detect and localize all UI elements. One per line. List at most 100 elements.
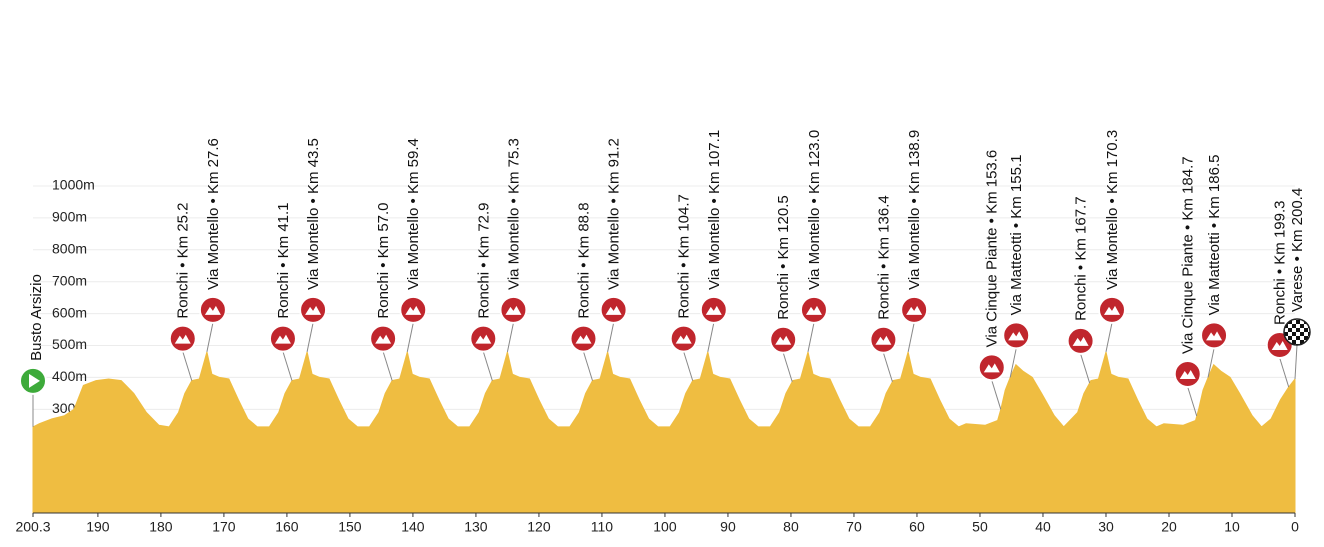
climb-icon-circle: [699, 295, 728, 324]
x-tick-label: 170: [212, 519, 236, 535]
climb-label: Via Montello • Km 59.4: [405, 138, 422, 290]
climb-icon-mountain: [204, 305, 221, 315]
climb-icon-mountain: [605, 305, 622, 315]
y-tick-label: 700m: [52, 272, 87, 288]
climb-icon: [699, 295, 728, 324]
leader-line: [382, 351, 393, 381]
climb-icon-circle: [168, 324, 197, 353]
leader-line: [306, 322, 314, 352]
x-tick-label: 90: [720, 519, 736, 535]
leader-line: [607, 322, 615, 352]
climb-icon-circle: [469, 324, 498, 353]
climb-icon-mountain: [775, 335, 792, 345]
climb-icon-circle: [1066, 326, 1095, 355]
climb-icon: [1173, 360, 1202, 389]
leader-line: [882, 352, 893, 382]
x-tick-label: 40: [1035, 519, 1051, 535]
climb-icon: [299, 295, 328, 324]
x-tick-label: 10: [1224, 519, 1240, 535]
climb-icon-mountain: [305, 305, 322, 315]
climb-icon: [799, 295, 828, 324]
climb-icon-mountain: [274, 334, 291, 344]
climb-icon-mountain: [875, 335, 892, 345]
x-tick-label: 190: [86, 519, 110, 535]
leader-line: [707, 322, 715, 352]
climb-icon-circle: [499, 295, 528, 324]
leader-line: [482, 351, 493, 381]
x-tick-label: 120: [527, 519, 551, 535]
x-tick-label: 140: [401, 519, 425, 535]
x-tick-label: 180: [149, 519, 173, 535]
x-tick-label: 30: [1098, 519, 1114, 535]
y-tick-label: 400m: [52, 368, 87, 384]
climb-icon: [369, 324, 398, 353]
climb-icon-mountain: [505, 305, 522, 315]
climb-label: Via Montello • Km 43.5: [305, 138, 322, 290]
climb-icon: [1200, 321, 1229, 350]
y-tick-label: 1000m: [52, 177, 95, 193]
climb-icon: [268, 324, 297, 353]
climb-label: Ronchi • Km 25.2: [175, 202, 192, 318]
leader-line: [1105, 322, 1113, 352]
climb-label: Via Montello • Km 170.3: [1104, 130, 1121, 290]
finish-label: Varese • Km 200.4: [1289, 188, 1306, 312]
climb-icon: [599, 295, 628, 324]
climb-icon: [900, 295, 929, 324]
leader-line: [807, 322, 815, 352]
climb-icon-mountain: [1103, 305, 1120, 315]
climb-icon-circle: [900, 295, 929, 324]
y-tick-label: 900m: [52, 209, 87, 225]
x-tick-label: 80: [783, 519, 799, 535]
climb-icon-circle: [1200, 321, 1229, 350]
climb-label: Via Montello • Km 107.1: [706, 130, 723, 290]
climb-label: Ronchi • Km 199.3: [1272, 201, 1289, 325]
climb-icon-circle: [198, 295, 227, 324]
climb-icon-circle: [399, 295, 428, 324]
leader-line: [1187, 386, 1198, 417]
x-tick-label: 130: [464, 519, 488, 535]
x-tick-label: 60: [909, 519, 925, 535]
x-tick-label: 200.3: [15, 519, 50, 535]
x-tick-label: 160: [275, 519, 299, 535]
climb-icon: [869, 325, 898, 354]
climb-icon-circle: [669, 324, 698, 353]
climb-icon-mountain: [1008, 331, 1025, 341]
finish-icon: [1283, 318, 1311, 346]
climb-label: Via Montello • Km 75.3: [505, 138, 522, 290]
climb-label: Via Matteotti • Km 186.5: [1206, 155, 1223, 316]
climb-icon-mountain: [575, 334, 592, 344]
climb-icon: [399, 295, 428, 324]
climb-icon-mountain: [705, 305, 722, 315]
climb-label: Ronchi • Km 104.7: [676, 194, 693, 318]
climb-icon: [669, 324, 698, 353]
climb-icon: [499, 295, 528, 324]
leader-line: [782, 352, 793, 382]
climb-icon-circle: [1097, 295, 1126, 324]
climb-label: Via Matteotti • Km 155.1: [1008, 155, 1025, 316]
leader-line: [282, 351, 293, 381]
leader-line: [1294, 344, 1298, 380]
climb-icon-circle: [977, 353, 1006, 382]
climb-icon-mountain: [174, 334, 191, 344]
climb-label: Ronchi • Km 57.0: [375, 202, 392, 318]
y-tick-label: 500m: [52, 336, 87, 352]
climb-label: Via Montello • Km 91.2: [606, 138, 623, 290]
climb-label: Ronchi • Km 41.1: [275, 202, 292, 318]
climb-label: Via Cinque Piante • Km 184.7: [1180, 156, 1197, 354]
climb-icon: [469, 324, 498, 353]
climb-icon-mountain: [475, 334, 492, 344]
climb-icon-mountain: [375, 334, 392, 344]
climb-icon-circle: [769, 325, 798, 354]
leader-line: [991, 380, 1002, 410]
climb-label: Via Cinque Piante • Km 153.6: [984, 150, 1001, 348]
leader-line: [1009, 348, 1017, 378]
climb-icon-circle: [799, 295, 828, 324]
start-icon-play: [29, 373, 40, 388]
climb-icon-circle: [569, 324, 598, 353]
leader-line: [583, 351, 593, 381]
climb-label: Via Montello • Km 138.9: [906, 130, 923, 290]
climb-icon-circle: [369, 324, 398, 353]
climb-icon-mountain: [983, 363, 1000, 373]
